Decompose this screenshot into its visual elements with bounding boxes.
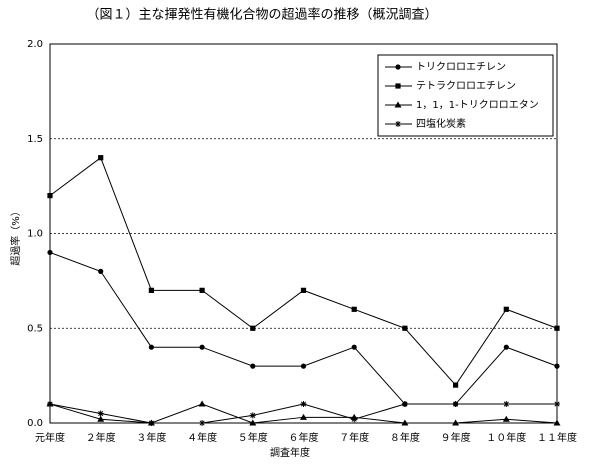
point xyxy=(148,287,154,293)
x-tick-label: ３年度 xyxy=(136,431,166,444)
x-tick-label: ２年度 xyxy=(86,431,116,444)
point xyxy=(98,268,104,274)
y-axis-label: 超過率（%） xyxy=(9,206,22,266)
x-tick-label: ８年度 xyxy=(390,431,420,444)
legend-label: テトラクロロエチレン xyxy=(416,80,516,92)
point xyxy=(47,401,53,408)
point xyxy=(502,415,510,422)
x-tick-label: ５年度 xyxy=(238,431,268,444)
point xyxy=(97,410,104,417)
chart-title: （図１）主な揮発性有機化合物の超過率の推移（概況調査） xyxy=(86,7,437,23)
legend-label: トリクロロエチレン xyxy=(416,61,506,73)
point xyxy=(47,249,53,256)
point xyxy=(97,415,105,422)
point xyxy=(300,413,307,420)
x-axis-label: 調査年度 xyxy=(270,446,310,459)
x-tick-label: ６年度 xyxy=(289,431,319,444)
point xyxy=(199,420,206,426)
x-tick-label: １０年度 xyxy=(486,431,526,444)
legend-label: 1，1，1-トリクロロエタン xyxy=(416,99,539,111)
point xyxy=(98,155,104,161)
point xyxy=(300,401,307,408)
point xyxy=(249,419,257,426)
point xyxy=(47,193,53,199)
point xyxy=(503,306,509,312)
y-tick-label: 0.5 xyxy=(27,323,43,334)
y-tick-label: 1.0 xyxy=(27,229,43,240)
point xyxy=(199,287,205,293)
point xyxy=(554,401,560,408)
point xyxy=(198,400,206,407)
point xyxy=(503,401,510,408)
point xyxy=(503,344,509,350)
x-tick-label: ７年度 xyxy=(339,431,369,444)
x-tick-label: ９年度 xyxy=(441,431,471,444)
point xyxy=(452,401,459,408)
point xyxy=(554,325,560,331)
point xyxy=(402,325,408,331)
x-tick-label: ４年度 xyxy=(187,431,217,444)
point xyxy=(351,344,357,350)
point xyxy=(351,306,357,312)
y-tick-label: 1.5 xyxy=(27,134,43,145)
legend-marker xyxy=(395,121,401,127)
point xyxy=(401,419,409,426)
x-tick-label: １１年度 xyxy=(537,431,577,444)
point xyxy=(553,419,561,426)
point xyxy=(148,420,155,426)
point xyxy=(250,363,256,369)
legend-marker xyxy=(395,64,401,70)
point xyxy=(199,344,205,350)
legend-label: 四塩化炭素 xyxy=(416,117,466,130)
y-tick-label: 2.0 xyxy=(27,39,43,50)
point xyxy=(300,287,307,293)
legend-marker xyxy=(394,101,402,108)
legend-box xyxy=(377,54,554,137)
plot-frame xyxy=(49,43,558,424)
point xyxy=(554,363,560,369)
point xyxy=(250,325,256,331)
legend-marker xyxy=(395,83,401,89)
point xyxy=(452,419,460,426)
y-tick-label: 0.0 xyxy=(27,418,43,429)
x-tick-label: 元年度 xyxy=(35,431,65,444)
point xyxy=(300,363,307,369)
point xyxy=(453,382,459,388)
point xyxy=(401,401,408,408)
point xyxy=(249,412,256,419)
point xyxy=(351,416,358,423)
point xyxy=(148,344,154,350)
